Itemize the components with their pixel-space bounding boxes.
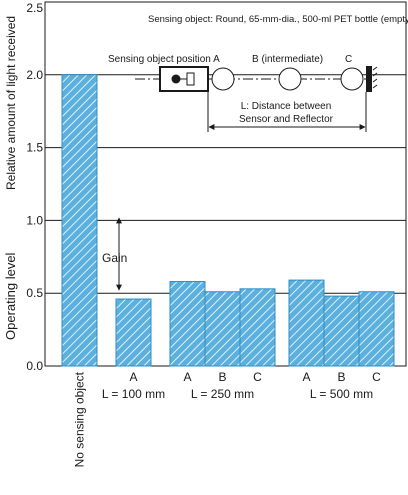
- gridlines: [45, 74, 406, 294]
- y-tick-label: 2.0: [26, 68, 43, 82]
- x-tick-label: B: [337, 370, 345, 384]
- x-tick-label: A: [129, 370, 137, 384]
- bar: [323, 295, 360, 367]
- x-tick-label: No sensing object: [73, 371, 87, 467]
- x-tick-label: A: [302, 370, 310, 384]
- bottle-position-c: [340, 67, 364, 91]
- x-tick-label: A: [183, 370, 191, 384]
- group-label: L = 250 mm: [191, 387, 254, 401]
- bar: [204, 291, 241, 367]
- bar: [169, 281, 206, 367]
- distance-label-line2: Sensor and Reflector: [239, 114, 334, 125]
- group-labels: L = 100 mm L = 250 mm L = 500 mm: [102, 387, 373, 401]
- x-tick-labels: No sensing object A A B C A B C: [73, 370, 382, 467]
- sensor-emitter-icon: [171, 74, 181, 84]
- distance-label-line1: L: Distance between: [241, 101, 332, 112]
- x-tick-label: C: [253, 370, 262, 384]
- sensor-receiver-icon: [186, 72, 195, 86]
- y-axis-label-bottom: Operating level: [3, 252, 18, 340]
- x-tick-label: C: [372, 370, 381, 384]
- sensing-object-note: Sensing object: Round, 65-mm-dia., 500-m…: [148, 14, 408, 25]
- y-tick-label: 0.0: [26, 359, 43, 373]
- bottle-position-b: [278, 67, 302, 91]
- x-tick-label: B: [218, 370, 226, 384]
- position-a-label: Sensing object position A: [108, 54, 220, 65]
- position-b-label: B (intermediate): [252, 54, 323, 65]
- gain-label: Gain: [102, 251, 127, 265]
- bar: [115, 298, 152, 367]
- setup-diagram: Sensing object: Round, 65-mm-dia., 500-m…: [108, 14, 408, 132]
- bar: [61, 74, 98, 367]
- bars: [61, 74, 395, 367]
- y-axis-label-top: Relative amount of light received: [4, 16, 18, 190]
- y-tick-label: 1.5: [26, 141, 43, 155]
- y-tick-label: 0.5: [26, 286, 43, 300]
- bottle-position-a: [211, 67, 235, 91]
- group-label: L = 500 mm: [310, 387, 373, 401]
- position-c-label: C: [345, 54, 352, 65]
- y-tick-label: 2.5: [26, 1, 43, 15]
- group-label: L = 100 mm: [102, 387, 165, 401]
- bar: [239, 288, 276, 367]
- reflector-icon: [366, 66, 372, 92]
- y-tick-label: 1.0: [26, 213, 43, 227]
- bar: [288, 279, 325, 367]
- y-tick-labels: 0.0 0.5 1.0 1.5 2.0 2.5: [26, 1, 43, 373]
- bar: [358, 291, 395, 367]
